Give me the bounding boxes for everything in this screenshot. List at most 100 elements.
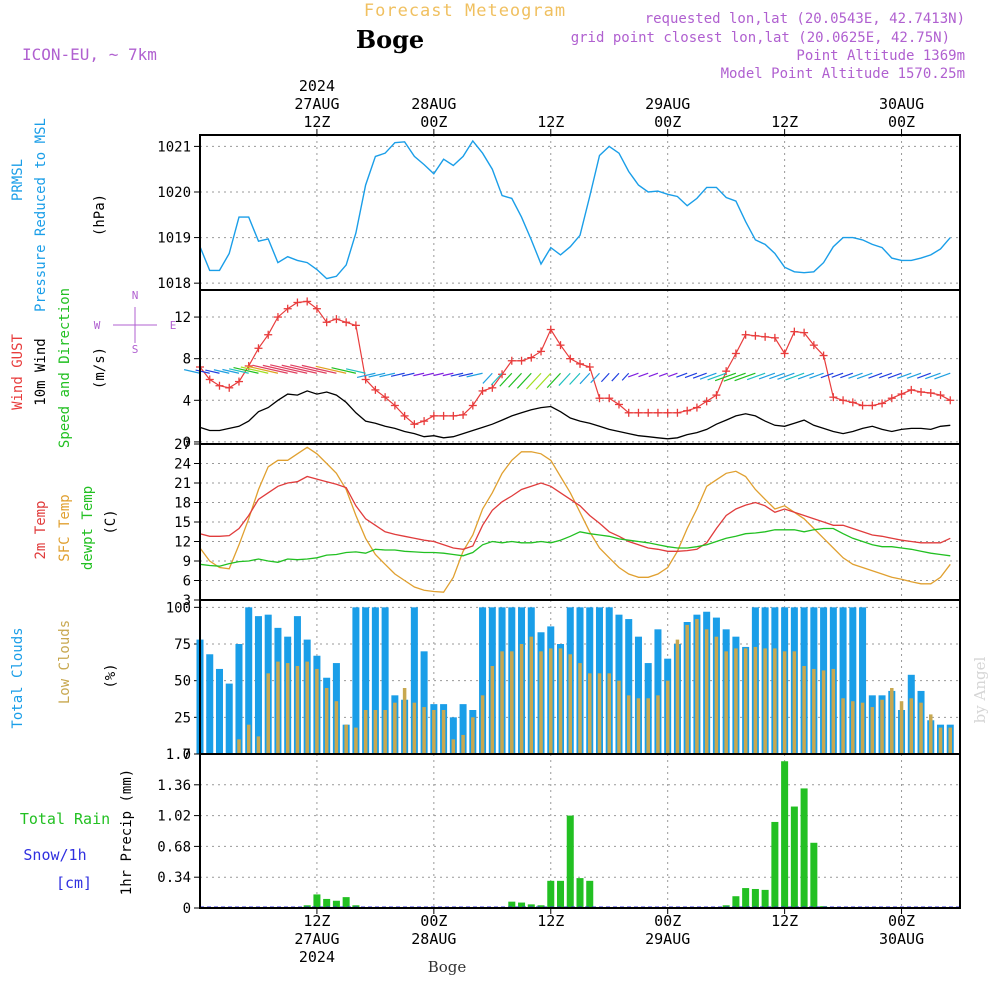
top-time-label: 29AUG bbox=[645, 95, 690, 113]
precip-ytick-label: 1.7 bbox=[166, 747, 191, 763]
gust-marker bbox=[215, 381, 224, 390]
wind-arrow bbox=[797, 372, 815, 380]
wind-arrow bbox=[916, 372, 931, 379]
wind-speed-line bbox=[199, 390, 951, 440]
wind-arrow bbox=[413, 372, 425, 377]
wind-arrow bbox=[777, 372, 795, 380]
low-cloud-bar bbox=[568, 654, 573, 754]
low-cloud-bar bbox=[812, 668, 816, 754]
low-cloud-bar bbox=[851, 701, 855, 754]
gust-marker bbox=[614, 400, 623, 409]
wind-arrow bbox=[611, 372, 620, 382]
total-cloud-bar bbox=[849, 607, 857, 754]
footer-location: Boge bbox=[428, 958, 467, 976]
gust-marker bbox=[459, 410, 468, 419]
wind-arrow bbox=[925, 372, 941, 380]
wind-arrow bbox=[252, 364, 288, 374]
total-cloud-bar bbox=[206, 654, 214, 754]
wind-arrow bbox=[345, 368, 366, 374]
low-cloud-bar bbox=[587, 673, 592, 754]
gust-marker bbox=[576, 359, 584, 368]
low-cloud-bar bbox=[558, 648, 563, 754]
total-cloud-bar bbox=[381, 607, 389, 754]
gust-marker bbox=[293, 298, 302, 307]
low-cloud-bar bbox=[831, 668, 836, 754]
low-cloud-bar bbox=[704, 629, 709, 754]
grid-point-coords: grid point closest lon,lat (20.0625E, 42… bbox=[571, 30, 950, 46]
pressure-ytick-label: 1021 bbox=[157, 139, 191, 155]
gust-marker bbox=[878, 399, 887, 408]
total-cloud-bar bbox=[371, 607, 379, 754]
wind-arrow bbox=[628, 372, 639, 378]
low-cloud-bar bbox=[685, 624, 689, 754]
low-cloud-bar bbox=[782, 651, 787, 754]
low-cloud-bar bbox=[461, 734, 465, 754]
wind-arrow bbox=[229, 368, 249, 374]
gust-marker bbox=[692, 403, 701, 412]
wind-arrow bbox=[368, 372, 386, 378]
low-cloud-bar bbox=[354, 727, 358, 754]
total-cloud-bar bbox=[449, 717, 457, 754]
low-cloud-bar bbox=[860, 702, 865, 754]
low-cloud-bar bbox=[490, 666, 495, 754]
label-percent: (%) bbox=[103, 663, 119, 688]
gust-marker bbox=[537, 347, 546, 356]
rain-bar bbox=[566, 815, 574, 908]
label-pressure-msl: Pressure Reduced to MSL bbox=[33, 118, 49, 312]
low-cloud-bar bbox=[714, 636, 719, 754]
gust-marker bbox=[595, 394, 604, 403]
gust-marker bbox=[624, 408, 633, 417]
wind-arrow bbox=[233, 366, 259, 374]
low-cloud-bar bbox=[656, 695, 660, 754]
wind-arrow bbox=[508, 372, 522, 388]
wind-arrow bbox=[723, 372, 746, 382]
top-time-label: 2024 bbox=[299, 77, 335, 95]
wind-arrow bbox=[183, 369, 201, 374]
temp2m-line bbox=[199, 475, 951, 552]
gust-marker bbox=[283, 304, 292, 313]
gust-marker bbox=[420, 417, 429, 426]
total-cloud-bar bbox=[420, 651, 428, 754]
wind-arrow bbox=[442, 372, 454, 377]
low-cloud-bar bbox=[948, 727, 953, 754]
wind-arrow bbox=[769, 372, 785, 380]
top-time-label: 30AUG bbox=[879, 95, 924, 113]
gust-marker bbox=[800, 328, 809, 337]
wind-arrow bbox=[290, 364, 327, 374]
gust-marker bbox=[342, 318, 351, 327]
gust-marker bbox=[205, 375, 214, 384]
low-cloud-bar bbox=[802, 666, 806, 754]
low-cloud-bar bbox=[841, 698, 845, 754]
gust-marker bbox=[653, 408, 662, 417]
wind-arrow bbox=[315, 365, 347, 374]
rain-bar bbox=[790, 806, 798, 908]
total-cloud-bar bbox=[410, 607, 418, 754]
label-cm: [cm] bbox=[56, 874, 92, 892]
bottom-time-label: 12Z bbox=[537, 912, 564, 930]
low-cloud-bar bbox=[665, 680, 670, 754]
total-cloud-bar bbox=[362, 607, 370, 754]
compass-s: S bbox=[132, 343, 139, 356]
temp-ytick-label: 21 bbox=[174, 476, 191, 492]
gust-marker bbox=[887, 394, 896, 403]
gust-marker bbox=[225, 383, 234, 392]
total-cloud-bar bbox=[625, 619, 633, 754]
low-cloud-bar bbox=[402, 688, 407, 754]
top-time-label: 00Z bbox=[654, 113, 681, 131]
requested-coords: requested lon,lat (20.0543E, 42.7413N) bbox=[645, 11, 965, 27]
low-cloud-bar bbox=[646, 698, 650, 754]
gust-marker bbox=[410, 420, 419, 429]
total-cloud-bar bbox=[859, 607, 867, 754]
gust-marker bbox=[254, 344, 263, 353]
gust-marker bbox=[663, 408, 672, 417]
wind-arrow bbox=[906, 372, 922, 379]
wind-ytick-label: 4 bbox=[183, 393, 191, 409]
wind-arrow bbox=[848, 372, 863, 379]
gust-marker bbox=[761, 332, 770, 341]
temp-ytick-label: 3 bbox=[183, 593, 191, 609]
low-cloud-bar bbox=[909, 698, 914, 754]
low-cloud-bar bbox=[285, 663, 290, 754]
gust-marker bbox=[332, 315, 341, 324]
low-cloud-bar bbox=[480, 695, 485, 754]
